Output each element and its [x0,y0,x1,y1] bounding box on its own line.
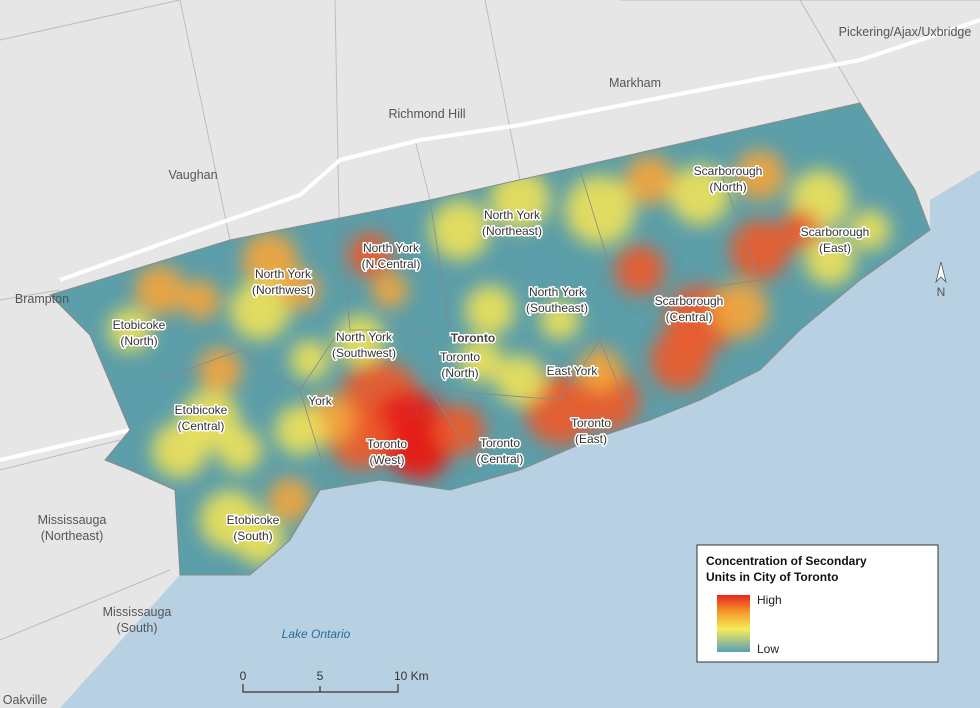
heat-blob [108,308,152,352]
label: Scarborough [801,225,870,239]
heat-blob [565,175,635,245]
heat-blob [780,210,820,250]
label: Etobicoke [113,318,166,332]
heat-blob [465,285,515,335]
label: Units in City of Toronto [706,570,838,584]
legend-ramp [717,595,750,652]
heat-blob [135,265,185,315]
heat-blob [280,270,320,310]
heat-blob [458,338,502,382]
label: North York [484,208,541,222]
legend-low: Low [757,642,779,656]
heat-blob [850,210,890,250]
heat-blob [268,478,312,522]
label: Oakville [3,693,48,707]
north-label: N [937,285,946,299]
label: (Northeast) [41,529,104,543]
heat-blob [348,233,392,277]
heat-blob [735,150,785,200]
heat-blob [242,232,298,288]
label: (Central) [666,310,713,324]
label: (N.Central) [362,257,421,271]
scale-tick-label: 10 Km [394,669,429,683]
label: (South) [117,621,158,635]
heat-blob [275,405,325,455]
water-label: Lake Ontario [282,627,351,641]
label: Vaughan [168,168,217,182]
label: Etobicoke [175,403,228,417]
scale-bar [242,684,399,693]
label: (North) [709,180,746,194]
heat-blob [235,515,285,565]
heat-blob [495,355,545,405]
label: (Southwest) [332,346,396,360]
label: Richmond Hill [388,107,465,121]
label: (South) [233,529,272,543]
label: (Northwest) [252,283,314,297]
label: Scarborough [694,164,763,178]
label: (Southeast) [526,301,588,315]
district-lines [159,169,761,491]
heat-blob [615,245,665,295]
heat-blob [525,375,595,445]
label: Etobicoke [227,513,280,527]
label: (Northeast) [482,224,542,238]
label: Mississauga [103,605,172,619]
boundaries [0,0,980,641]
heat-blob [152,422,208,478]
label: (Central) [477,452,524,466]
label: North York [336,330,393,344]
label: Toronto [440,350,480,364]
heat-blob [650,330,710,390]
label: Toronto [367,437,407,451]
label: Toronto [480,436,520,450]
heat-blob [290,340,330,380]
heat-blob [712,282,768,338]
label: Brampton [15,292,69,306]
heat-blob [430,200,490,260]
label: East York [547,364,599,378]
scale-tick-label: 0 [240,669,247,683]
label: (East) [819,241,851,255]
heat-blob [578,348,622,392]
label: North York [363,241,420,255]
label: (East) [575,432,607,446]
heat-blob [390,420,450,480]
heat-blob [230,280,290,340]
heat-blob [372,272,408,308]
label: Markham [609,76,661,90]
heat-blob [540,300,580,340]
label: Mississauga [38,513,107,527]
label: (North) [120,334,157,348]
heat-blob [435,405,485,455]
heat-blob [180,280,220,320]
heat [108,150,890,565]
heat-blob [490,170,550,230]
heat-blob [218,428,262,472]
heat-blob [625,155,675,205]
heat-blob [805,235,855,285]
label: (North) [441,366,478,380]
label: North York [529,285,586,299]
heat-blob [335,315,385,365]
city-label: Toronto [451,331,495,345]
legend-high: High [757,593,782,607]
label: Scarborough [655,294,724,308]
heat-blob [198,348,242,392]
label: York [308,394,333,408]
scale-tick-label: 5 [317,669,324,683]
label: North York [255,267,312,281]
label: Concentration of Secondary [706,554,867,568]
label: (West) [369,453,404,467]
heat-blob [670,165,730,225]
highways [0,18,980,462]
label: Pickering/Ajax/Uxbridge [839,25,972,39]
north-arrow [935,261,947,284]
heat-blob [730,220,790,280]
label: (Central) [178,419,225,433]
label: Toronto [571,416,611,430]
